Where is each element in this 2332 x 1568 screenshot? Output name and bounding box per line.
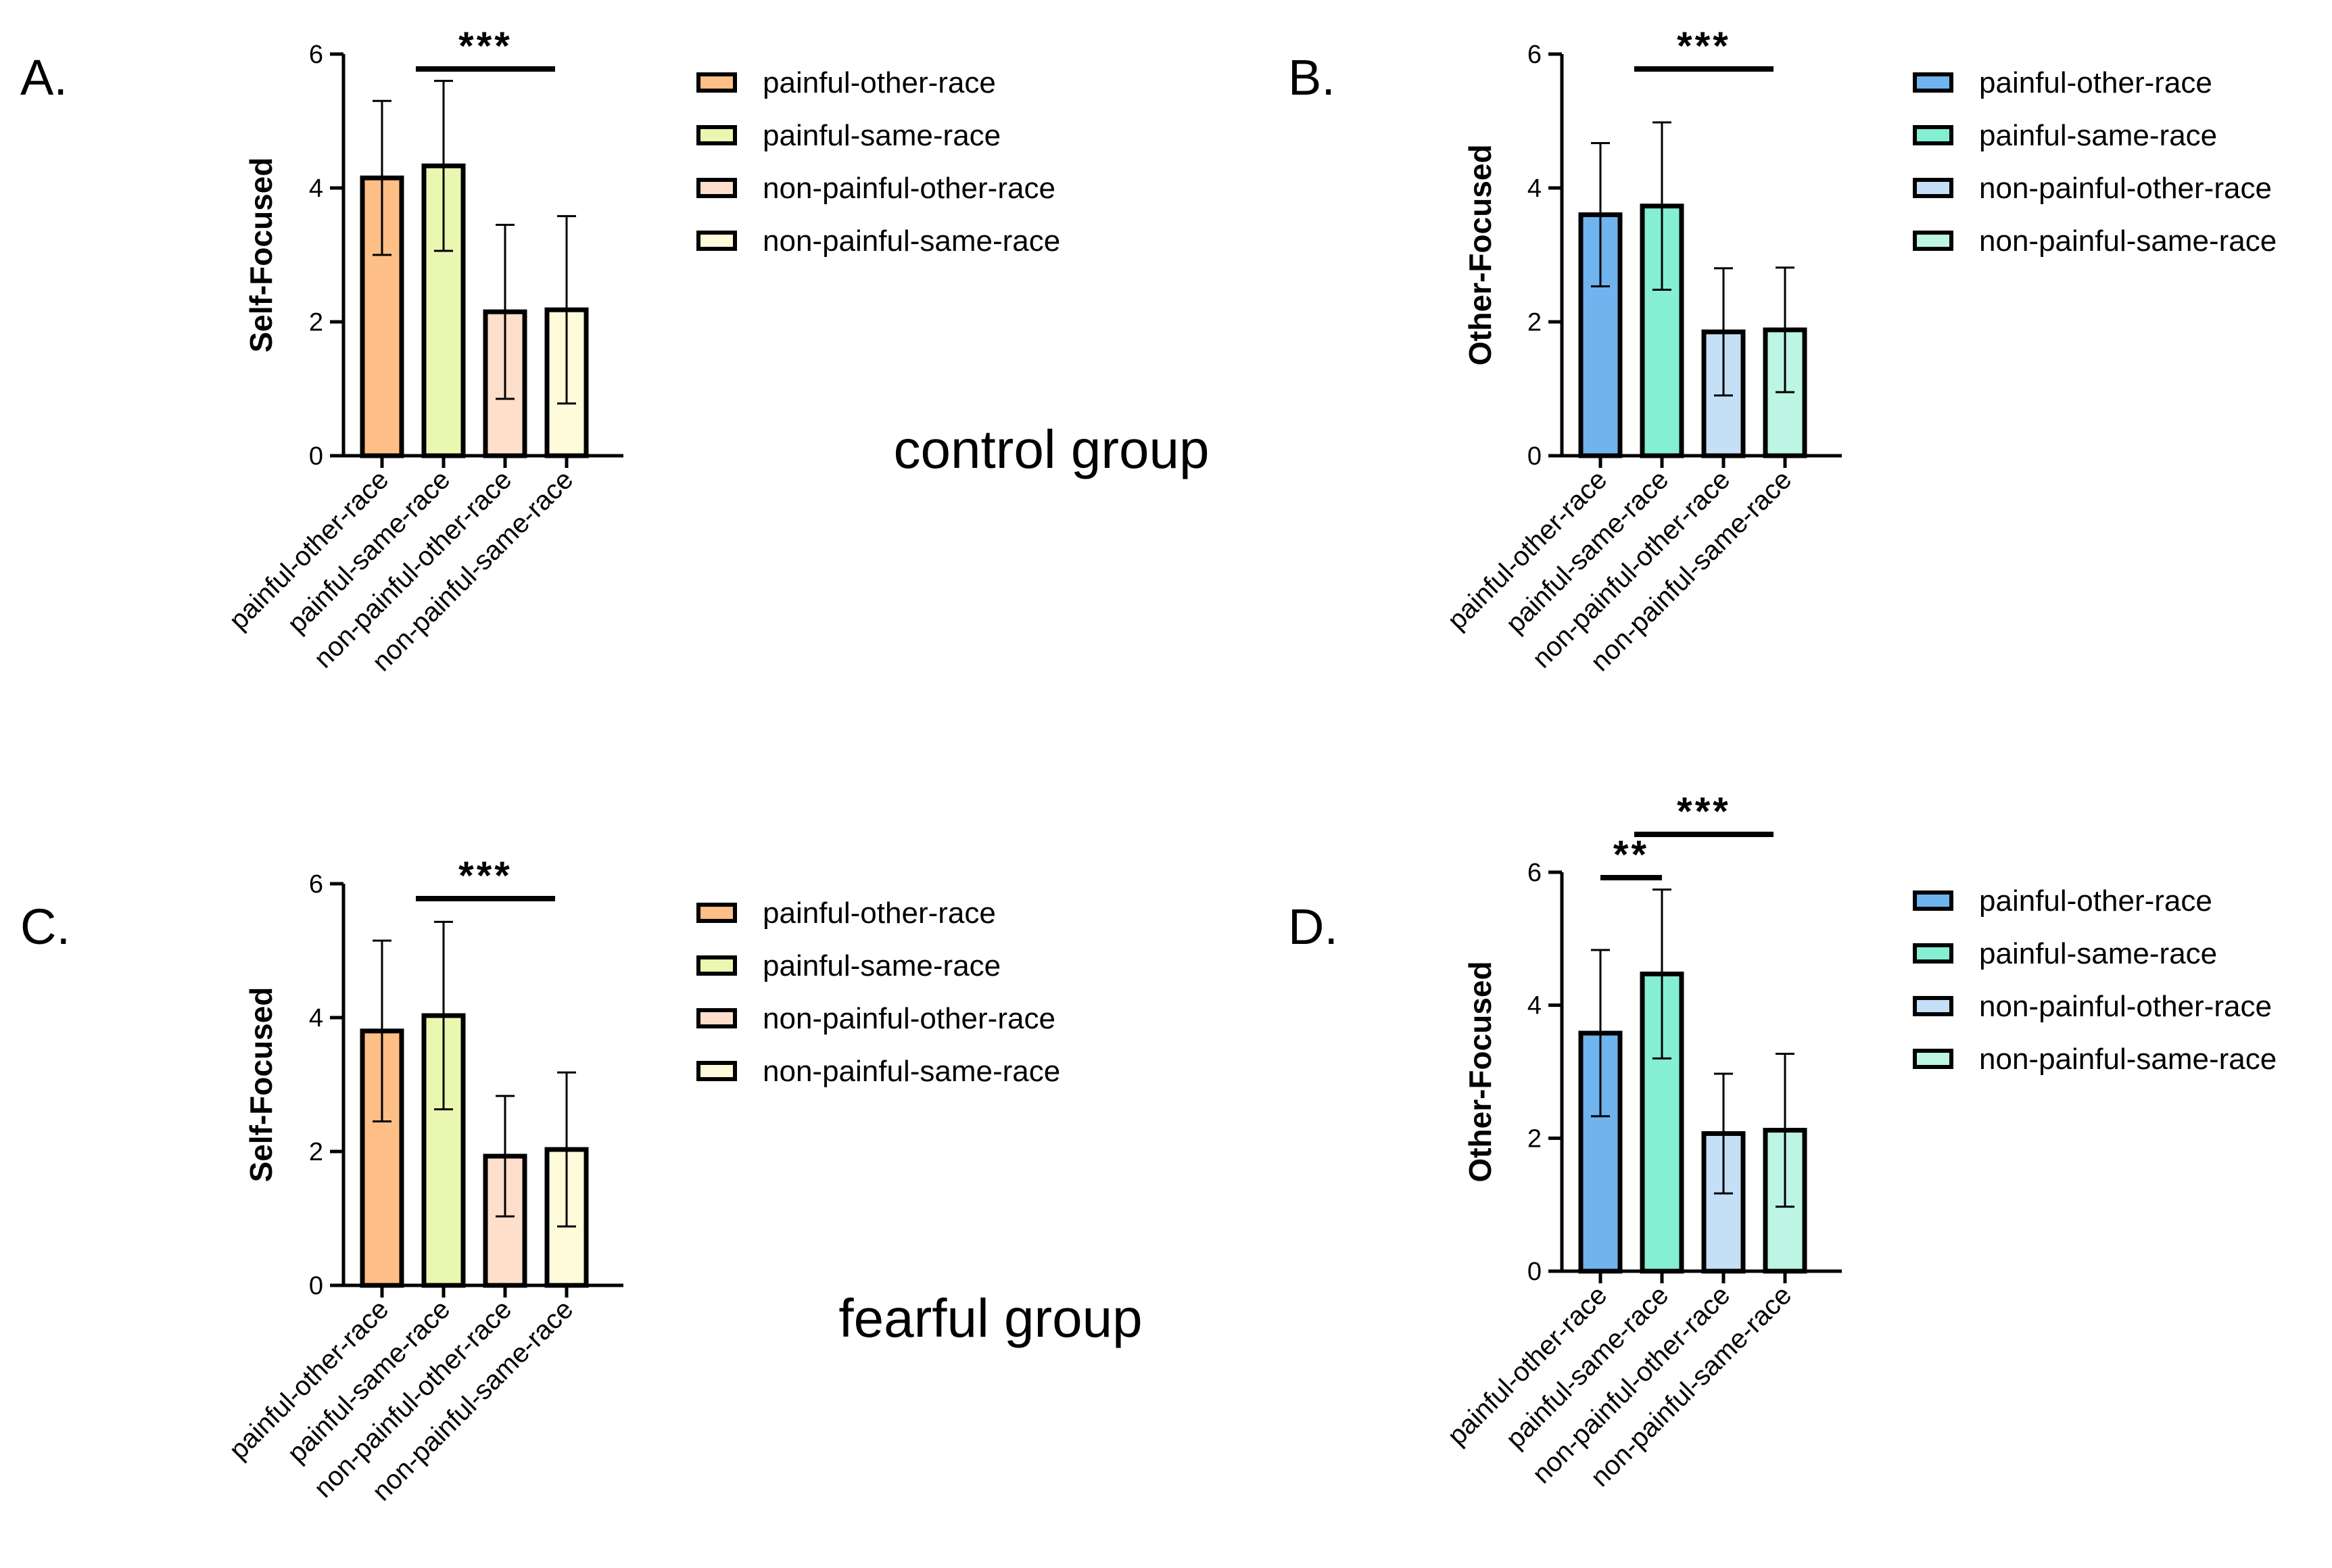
legend-swatch	[696, 1061, 737, 1081]
legend-swatch	[696, 1008, 737, 1028]
significance-stars: ***	[458, 854, 513, 898]
y-tick-label: 0	[1527, 1258, 1542, 1286]
y-axis-title: Other-Focused	[1462, 144, 1498, 365]
chart-panel-3: C. Self-Focused painful-other-race painful-…	[20, 854, 1060, 1506]
legend-swatch	[1913, 178, 1953, 198]
y-tick-label: 2	[1527, 308, 1542, 337]
y-tick-label: 4	[309, 174, 323, 203]
legend-swatch	[1913, 72, 1953, 93]
legend-label: painful-other-race	[763, 897, 996, 930]
legend-label: non-painful-same-race	[763, 1055, 1060, 1088]
legend-swatch	[1913, 996, 1953, 1016]
significance-stars: ***	[1677, 24, 1731, 68]
y-tick-label: 0	[309, 442, 323, 471]
legend-label: non-painful-other-race	[763, 172, 1055, 205]
y-tick-label: 4	[1527, 992, 1542, 1020]
y-axis-title: Self-Focused	[243, 158, 279, 353]
chart-panel-1: A. Self-Focused painful-other-race painful-…	[20, 24, 1060, 677]
legend-swatch	[696, 178, 737, 198]
legend-label: non-painful-other-race	[1979, 990, 2272, 1023]
significance-stars: ***	[458, 24, 513, 68]
y-tick-label: 0	[1527, 442, 1542, 471]
y-tick-label: 2	[309, 308, 323, 337]
significance-stars: ***	[1677, 790, 1731, 834]
legend-label: painful-other-race	[1979, 884, 2212, 918]
legend-swatch	[1913, 231, 1953, 251]
y-tick-label: 2	[1527, 1124, 1542, 1153]
legend-swatch	[696, 125, 737, 145]
y-axis-title: Other-Focused	[1462, 961, 1498, 1182]
chart-panel-2: B. Other-Focused painful-other-race painful…	[1288, 24, 2277, 677]
legend-swatch	[1913, 943, 1953, 964]
panel-letter: C.	[20, 899, 70, 955]
legend-swatch	[696, 955, 737, 976]
legend-swatch	[696, 903, 737, 923]
legend-swatch	[1913, 890, 1953, 911]
legend-label: painful-same-race	[763, 119, 1001, 152]
legend-swatch	[696, 231, 737, 251]
panel-letter: D.	[1288, 899, 1338, 955]
y-tick-label: 6	[1527, 859, 1542, 887]
legend-label: painful-other-race	[1979, 66, 2212, 99]
legend-swatch	[1913, 1049, 1953, 1069]
y-axis-title: Self-Focused	[243, 987, 279, 1183]
legend-label: painful-same-race	[1979, 937, 2217, 970]
legend-swatch	[696, 72, 737, 93]
legend-label: non-painful-other-race	[763, 1002, 1055, 1035]
legend-label: non-painful-other-race	[1979, 172, 2272, 205]
legend-label: painful-same-race	[1979, 119, 2217, 152]
legend-label: painful-other-race	[763, 66, 996, 99]
chart-panel-4: D. Other-Focused painful-other-race painful…	[1288, 790, 2277, 1492]
y-tick-label: 6	[1527, 41, 1542, 69]
panel-letter: A.	[20, 49, 68, 105]
legend-label: painful-same-race	[763, 949, 1001, 982]
fearful-group-label: fearful group	[838, 1288, 1142, 1348]
y-tick-label: 6	[309, 41, 323, 69]
legend-label: non-painful-same-race	[763, 224, 1060, 258]
y-tick-label: 6	[309, 870, 323, 899]
y-tick-label: 4	[309, 1004, 323, 1032]
legend-label: non-painful-same-race	[1979, 1043, 2277, 1076]
y-tick-label: 4	[1527, 174, 1542, 203]
panel-letter: B.	[1288, 49, 1335, 105]
legend-label: non-painful-same-race	[1979, 224, 2277, 258]
significance-stars: **	[1613, 833, 1649, 877]
legend-swatch	[1913, 125, 1953, 145]
y-tick-label: 2	[309, 1138, 323, 1166]
y-tick-label: 0	[309, 1272, 323, 1300]
control-group-label: control group	[894, 419, 1210, 479]
